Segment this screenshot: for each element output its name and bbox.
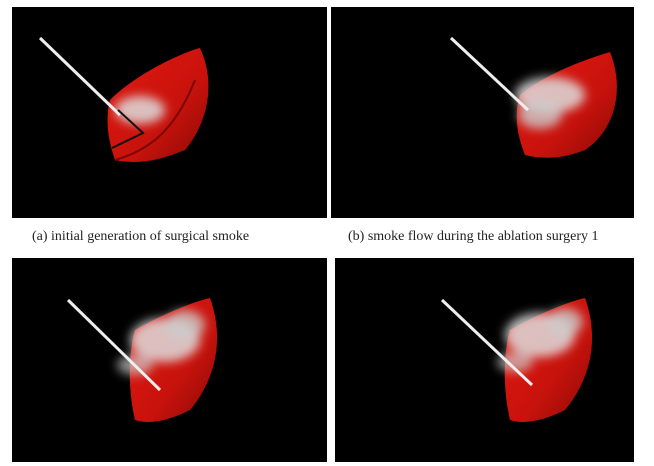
caption-b: (b) smoke flow during the ablation surge…	[348, 229, 599, 244]
figure: (a) initial generation of surgical smoke…	[0, 0, 654, 466]
caption-a: (a) initial generation of surgical smoke	[32, 229, 249, 244]
panel-c	[12, 258, 327, 462]
panel-d	[335, 258, 634, 462]
panel-a	[12, 7, 327, 218]
page: (a) initial generation of surgical smoke…	[0, 0, 654, 466]
panel-b	[331, 7, 634, 218]
